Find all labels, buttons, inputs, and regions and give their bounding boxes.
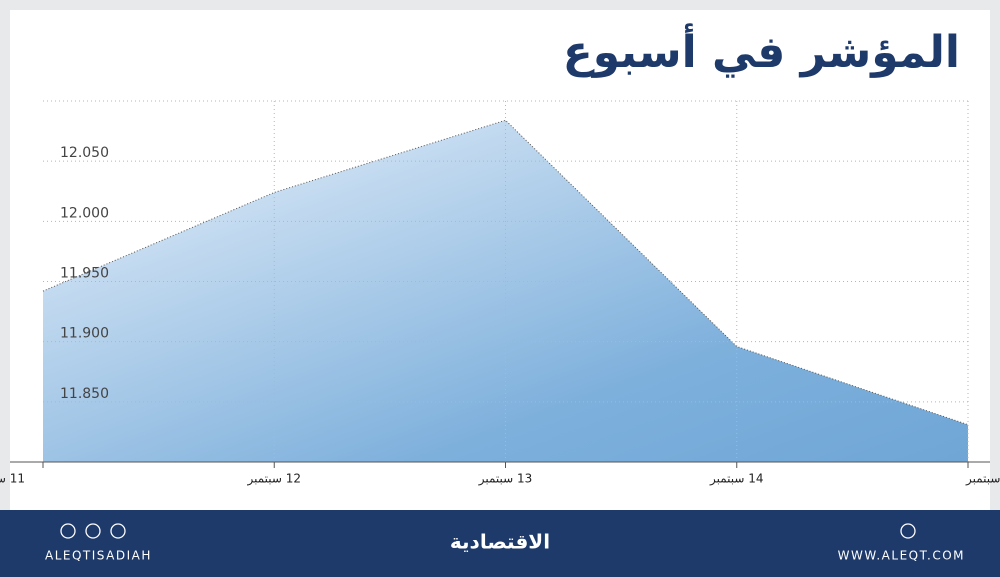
- footer-handle: ALEQTISADIAH: [45, 549, 152, 563]
- x-tick-label: 15 سبتمبر: [965, 472, 1000, 487]
- x-tick-label: 11 سبتمبر: [0, 472, 25, 487]
- y-tick-label: 12.050: [60, 145, 109, 161]
- y-tick-label: 11.950: [60, 266, 109, 282]
- y-tick-label: 11.900: [60, 326, 109, 342]
- y-tick-label: 12.000: [60, 205, 109, 221]
- footer-site: WWW.ALEQT.COM: [838, 549, 965, 563]
- social-icons: [60, 523, 916, 539]
- chart-title: المؤشر في أسبوع: [563, 23, 960, 78]
- footer-logo: الاقتصادية: [450, 530, 550, 554]
- y-tick-label: 11.850: [60, 386, 109, 402]
- footer-bar: [0, 510, 1000, 577]
- x-tick-label: 14 سبتمبر: [709, 472, 764, 487]
- x-tick-label: 13 سبتمبر: [478, 472, 533, 487]
- x-tick-label: 12 سبتمبر: [246, 472, 301, 487]
